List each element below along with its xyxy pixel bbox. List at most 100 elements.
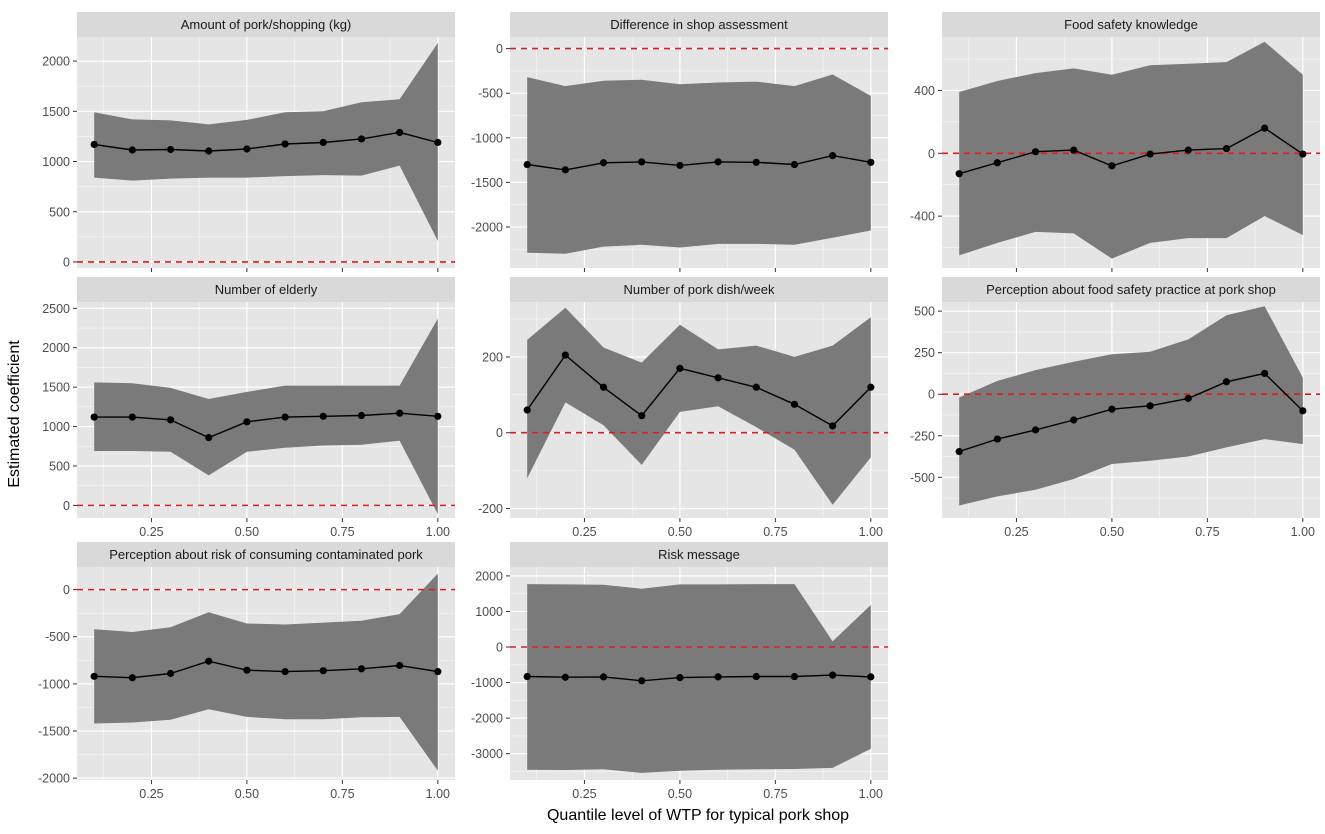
coefficient-point xyxy=(396,661,404,670)
coefficient-point xyxy=(90,413,98,421)
coefficient-point xyxy=(1184,394,1192,402)
facet-strip-title: Perception about food safety practice at… xyxy=(986,282,1276,297)
coefficient-point xyxy=(205,147,213,155)
coefficient-point xyxy=(396,409,404,417)
coefficient-point xyxy=(1070,146,1078,154)
coefficient-point xyxy=(790,400,799,408)
coefficient-line xyxy=(527,154,871,171)
y-tick-label: 500 xyxy=(914,305,935,319)
coefficient-line xyxy=(959,127,1304,175)
coefficient-point xyxy=(1108,162,1116,170)
coefficient-point xyxy=(396,128,404,137)
coefficient-point xyxy=(128,413,136,421)
coefficient-point xyxy=(523,160,531,169)
y-tick-label: 1000 xyxy=(475,605,503,619)
y-tick-label: -2000 xyxy=(471,712,503,726)
coefficient-line xyxy=(94,660,438,679)
coefficient-point xyxy=(434,668,442,676)
y-tick-label: 500 xyxy=(49,205,70,219)
x-tick-label: 0.25 xyxy=(572,787,596,801)
y-tick-label: -1000 xyxy=(471,676,503,690)
coefficient-point xyxy=(955,170,963,178)
facet-panel: Perception about food safety practice at… xyxy=(910,277,1320,539)
coefficient-point xyxy=(561,673,569,681)
facet-strip-title: Perception about risk of consuming conta… xyxy=(109,547,423,562)
coefficient-point xyxy=(1031,426,1040,434)
y-tick-label: -1500 xyxy=(471,176,503,190)
facet-strip-title: Food safety knowledge xyxy=(1064,17,1198,32)
facet-strip xyxy=(942,277,1320,302)
coefficient-line xyxy=(94,131,438,152)
coefficient-point xyxy=(752,672,760,681)
coefficient-point xyxy=(1070,416,1078,424)
confidence-band xyxy=(94,43,438,241)
coefficient-point xyxy=(993,159,1001,167)
facet-strip xyxy=(77,277,455,302)
coefficient-point xyxy=(638,412,646,420)
coefficient-point xyxy=(1146,402,1154,410)
coefficient-point xyxy=(1299,407,1307,415)
x-tick-label: 0.75 xyxy=(1195,525,1219,539)
y-tick-label: 2000 xyxy=(42,341,70,355)
x-tick-label: 0.75 xyxy=(330,787,354,801)
y-tick-label: -250 xyxy=(910,429,935,443)
coefficient-point xyxy=(357,411,366,420)
coefficient-point xyxy=(867,383,875,391)
y-tick-label: 1000 xyxy=(42,155,70,169)
y-tick-label: 0 xyxy=(496,42,503,56)
y-tick-label: 1500 xyxy=(42,105,70,119)
coefficient-point xyxy=(676,364,684,372)
facet-strip xyxy=(77,542,455,567)
y-tick-label: -2000 xyxy=(471,220,503,234)
x-tick-label: 0.25 xyxy=(1004,525,1028,539)
coefficient-point xyxy=(714,158,722,166)
y-axis-title: Estimated coefficient xyxy=(6,340,23,488)
x-tick-label: 1.00 xyxy=(859,525,883,539)
x-tick-label: 1.00 xyxy=(426,787,450,801)
y-tick-label: -2000 xyxy=(38,772,70,786)
x-tick-label: 0.25 xyxy=(139,787,163,801)
facet-panel: Number of elderly 0 500 1000 1500 2000 2500 0.2… xyxy=(42,277,455,539)
coefficient-point xyxy=(1146,150,1154,158)
facet-strip xyxy=(510,277,888,302)
y-tick-label: -500 xyxy=(910,471,935,485)
y-tick-label: 0 xyxy=(928,388,935,402)
y-tick-label: 0 xyxy=(63,583,70,597)
x-tick-label: 1.00 xyxy=(426,525,450,539)
y-tick-label: 2000 xyxy=(42,55,70,69)
coefficient-point xyxy=(1261,124,1269,132)
y-tick-label: -1000 xyxy=(471,131,503,145)
facet-panel: Food safety knowledge-40004000.250.500.7… xyxy=(910,12,1320,289)
coefficient-point xyxy=(281,413,289,421)
y-tick-label: 500 xyxy=(49,459,70,473)
x-tick-label: 0.75 xyxy=(763,525,787,539)
confidence-band xyxy=(527,307,871,505)
facet-strip-title: Number of elderly xyxy=(215,282,318,297)
coefficient-point xyxy=(790,160,799,169)
coefficient-point xyxy=(955,447,963,456)
coefficient-point xyxy=(281,140,289,148)
x-axis-title: Quantile level of WTP for typical pork s… xyxy=(547,807,849,824)
confidence-band xyxy=(94,318,438,515)
y-tick-label: -400 xyxy=(910,210,935,224)
coefficient-point xyxy=(676,673,684,682)
coefficient-point xyxy=(638,677,646,685)
y-tick-label: 400 xyxy=(914,84,935,98)
coefficient-point xyxy=(523,672,531,681)
coefficient-point xyxy=(434,138,442,147)
coefficient-point xyxy=(1222,378,1231,386)
coefficient-point xyxy=(90,140,98,149)
coefficient-point xyxy=(357,665,366,673)
facet-panel: Perception about risk of consuming conta… xyxy=(38,542,455,801)
x-tick-label: 0.50 xyxy=(668,787,692,801)
facet-panels: Amount of pork/shopping (kg) 0 500 1000 1500… xyxy=(38,12,1320,801)
x-tick-label: 0.50 xyxy=(668,525,692,539)
coefficient-point xyxy=(829,152,837,160)
coefficient-point xyxy=(599,673,608,681)
facet-strip xyxy=(510,542,888,567)
coefficient-point xyxy=(1261,369,1269,378)
coefficient-point xyxy=(561,351,569,359)
coefficient-point xyxy=(128,146,136,154)
coefficient-point xyxy=(1299,150,1307,158)
